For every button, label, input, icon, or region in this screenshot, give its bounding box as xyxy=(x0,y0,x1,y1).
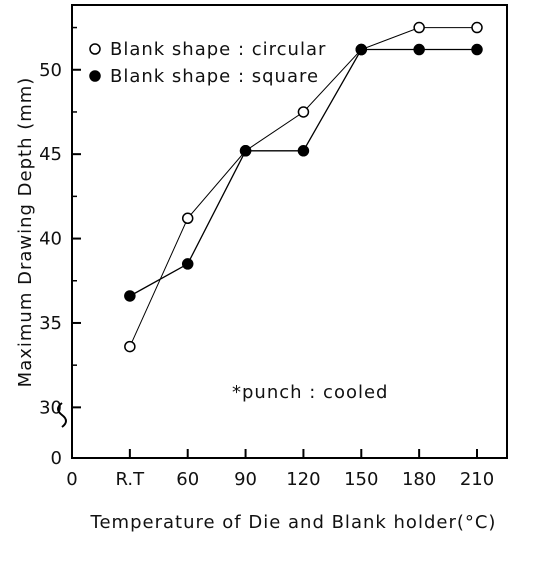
x-tick-label: 120 xyxy=(286,469,320,490)
y-tick-label: 50 xyxy=(39,60,62,81)
data-point-filled xyxy=(355,43,368,56)
y-axis-title: Maximum Drawing Depth (mm) xyxy=(15,77,36,388)
data-point-filled xyxy=(471,43,483,56)
y-axis-ticks: 0303540455055 xyxy=(39,26,81,469)
data-point-filled xyxy=(239,145,252,157)
x-tick-label: 210 xyxy=(460,469,494,490)
legend-marker xyxy=(89,43,101,55)
x-tick-label: 150 xyxy=(344,469,378,490)
x-tick-label: 180 xyxy=(402,469,436,490)
x-axis-ticks: 0 R.T 60 90 120 150 180 210 xyxy=(66,449,494,490)
y-tick-label: 35 xyxy=(39,313,62,334)
legend-label: Blank shape : square xyxy=(110,66,319,87)
data-point-filled xyxy=(413,43,425,56)
series-points xyxy=(124,21,483,353)
plot-border xyxy=(71,4,508,459)
data-point-open xyxy=(471,21,483,34)
data-point-open xyxy=(413,21,425,34)
data-point-filled xyxy=(124,290,136,302)
data-point-open xyxy=(124,340,136,353)
x-tick-label: 90 xyxy=(234,469,257,490)
x-tick-label: 60 xyxy=(176,469,199,490)
annotation-note: *punch : cooled xyxy=(232,382,388,403)
x-axis-title: Temperature of Die and Blank holder(°C) xyxy=(90,512,497,533)
y-tick-label: 40 xyxy=(39,229,62,250)
legend-marker xyxy=(89,70,101,82)
y-tick-label: 0 xyxy=(51,448,62,469)
legend-label: Blank shape : circular xyxy=(110,39,326,60)
data-point-open xyxy=(181,212,194,225)
x-tick-label: 0 xyxy=(66,469,77,490)
y-axis-break xyxy=(57,402,67,428)
y-tick-label: 45 xyxy=(39,144,62,165)
data-point-filled xyxy=(181,258,194,270)
x-tick-label: R.T xyxy=(116,469,146,490)
data-point-filled xyxy=(297,145,310,157)
data-point-open xyxy=(297,106,310,118)
plot-frame xyxy=(71,4,508,459)
y-tick-label: 30 xyxy=(39,397,62,418)
legend: Blank shape : circular Blank shape : squa… xyxy=(89,39,326,87)
